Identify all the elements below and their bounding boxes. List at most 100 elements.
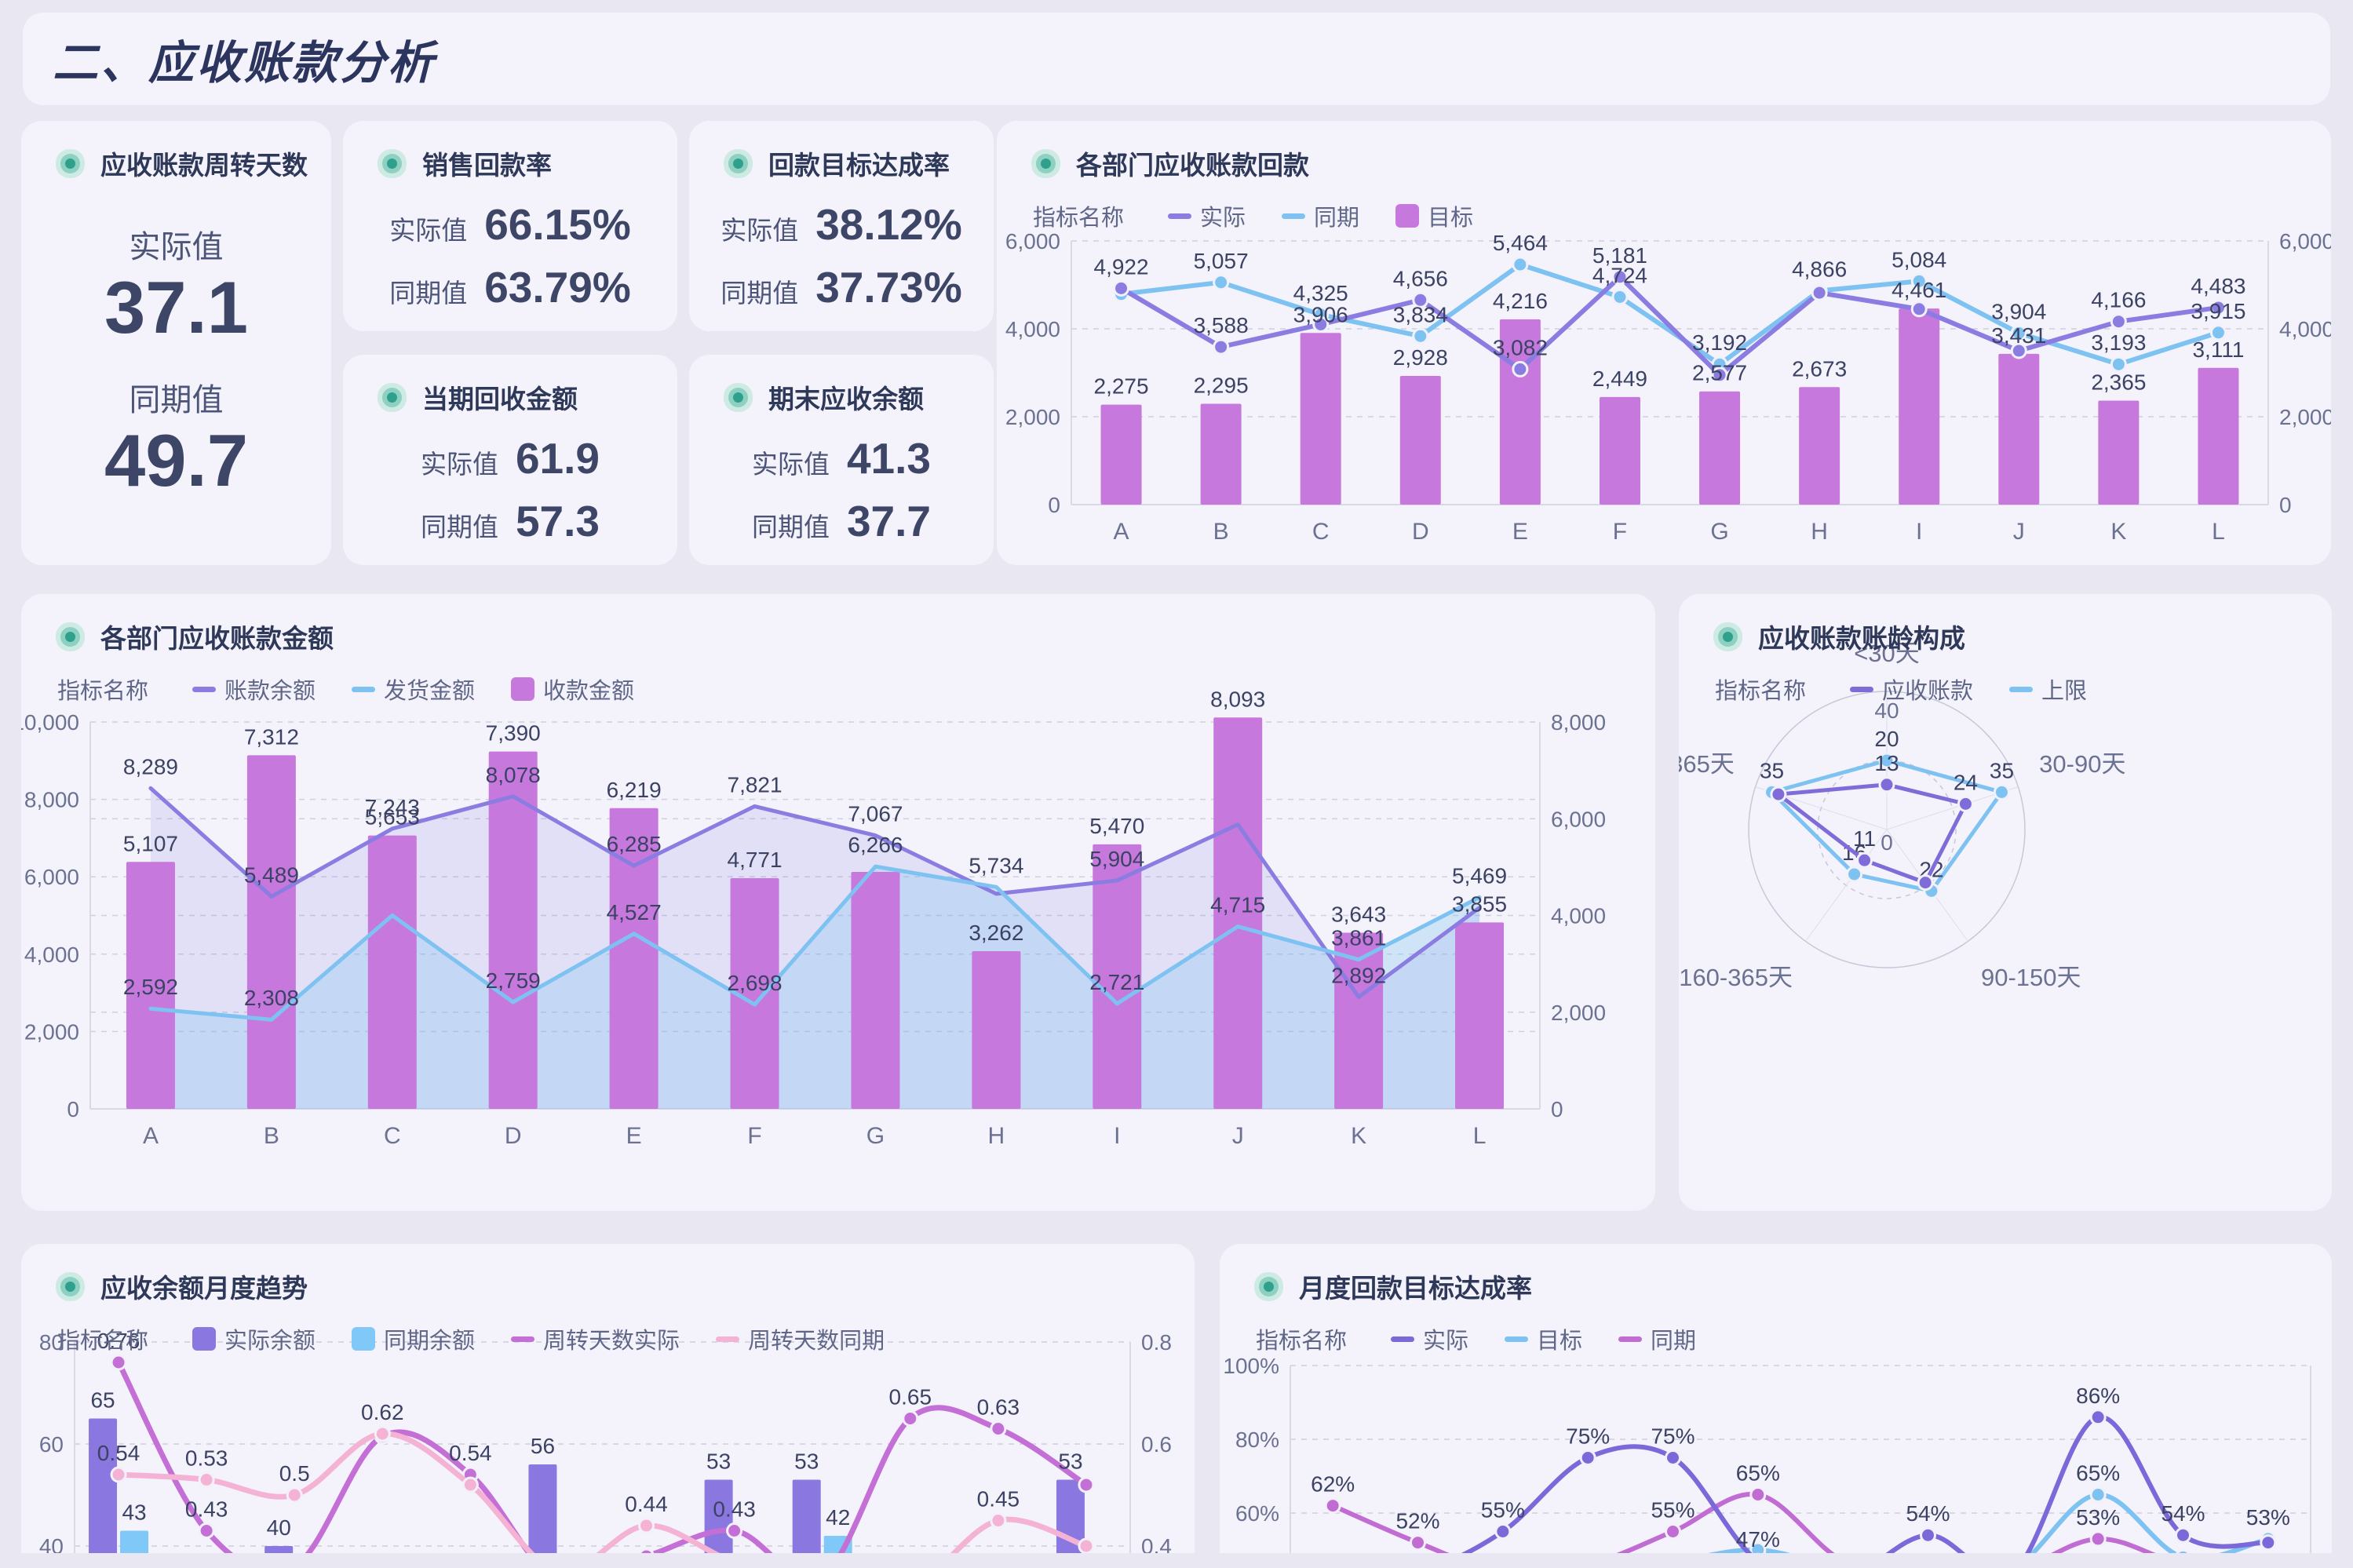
svg-text:0: 0 — [1048, 493, 1060, 517]
page-header: 二、应收账款分析 — [23, 13, 2330, 105]
legend-item-目标[interactable]: 目标 — [1505, 1322, 1582, 1355]
svg-text:54%: 54% — [1906, 1501, 1950, 1526]
legend-item-实际余额[interactable]: 实际余额 — [192, 1322, 316, 1355]
monthly-balance-bar-实际余额 — [792, 1479, 821, 1553]
svg-text:5,734: 5,734 — [969, 853, 1023, 877]
legend-item-发货金额[interactable]: 发货金额 — [352, 673, 475, 706]
kpi-prior-label: 同期值 — [129, 383, 224, 418]
legend-item-实际[interactable]: 实际 — [1391, 1322, 1468, 1355]
kpi-actual-value: 38.12% — [815, 200, 962, 249]
svg-text:0: 0 — [1881, 830, 1893, 855]
svg-text:0.4: 0.4 — [1141, 1534, 1172, 1553]
svg-text:3,906: 3,906 — [1293, 302, 1348, 326]
legend-label: 账款余额 — [224, 679, 316, 704]
svg-text:2,592: 2,592 — [123, 975, 178, 999]
card-head: 期末应收余额 — [724, 378, 924, 416]
svg-text:6,219: 6,219 — [607, 778, 662, 802]
svg-text:2,698: 2,698 — [728, 971, 783, 995]
svg-text:5,653: 5,653 — [365, 805, 420, 830]
kpi-prior-label: 同期值 — [420, 512, 498, 542]
svg-text:3,192: 3,192 — [1692, 330, 1747, 355]
kpi-actual-label: 实际值 — [389, 216, 468, 245]
dept-collection-chart[interactable]: 0 2,000 4,000 6,000 0 2,000 4,000 6,000 2,275 2,2… — [997, 121, 2331, 565]
svg-text:4,771: 4,771 — [728, 848, 783, 872]
dept-amount-line-账款余额 — [148, 786, 1482, 999]
svg-text:3,262: 3,262 — [969, 921, 1023, 945]
svg-text:5,057: 5,057 — [1194, 249, 1249, 273]
monthly-balance-chart[interactable]: 80 60 40 0.8 0.6 0.4 65 40 56 53 53 53 43 42 0.76 0.43 0… — [21, 1244, 1195, 1553]
svg-text:0.65: 0.65 — [889, 1385, 932, 1409]
svg-text:53: 53 — [706, 1449, 731, 1474]
legend-item-同期余额[interactable]: 同期余额 — [352, 1322, 475, 1355]
svg-text:4,715: 4,715 — [1210, 893, 1265, 917]
dept-amount-chart[interactable]: 0 2,000 4,000 6,000 8,000 10,000 0 2,000 4,000 6,… — [21, 594, 1655, 1211]
legend-item-实际[interactable]: 实际 — [1168, 199, 1246, 232]
svg-text:D: D — [1412, 519, 1429, 545]
legend-item-收款金额[interactable]: 收款金额 — [511, 673, 634, 706]
svg-text:4,866: 4,866 — [1792, 257, 1847, 282]
aging-radar-poly-上限 — [1770, 758, 2004, 893]
legend-item-周转天数同期[interactable]: 周转天数同期 — [716, 1322, 885, 1355]
legend-item-账款余额[interactable]: 账款余额 — [192, 673, 316, 706]
dept-collection-line-实际 — [1118, 274, 2221, 377]
dept-collection-bar-目标 — [1998, 353, 2040, 505]
kpi-dot-icon — [1723, 631, 1733, 642]
chart-legend: 指标名称 应收账款 上限 — [1715, 673, 2087, 706]
svg-text:5,107: 5,107 — [123, 831, 178, 855]
legend-swatch — [511, 677, 535, 701]
kpi-dot-icon — [1041, 158, 1051, 169]
svg-text:0: 0 — [67, 1097, 79, 1121]
svg-text:G: G — [866, 1123, 885, 1149]
legend-item-同期[interactable]: 同期 — [1282, 199, 1359, 232]
svg-text:2,721: 2,721 — [1089, 970, 1144, 994]
kpi-card-target-achievement: 回款目标达成率 实际值 38.12% 同期值 37.73% — [689, 121, 994, 331]
chart-card-title: 各部门应收账款金额 — [100, 624, 334, 653]
svg-text:40: 40 — [39, 1534, 64, 1553]
legend-item-周转天数实际[interactable]: 周转天数实际 — [511, 1322, 680, 1355]
legend-label: 收款金额 — [543, 679, 635, 704]
monthly-target-chart[interactable]: 100% 80% 60% 62% 52% 55% 65% 53% 65% 53% 55% 75% 75%… — [1220, 1244, 2332, 1553]
kpi-actual-value: 37.1 — [104, 266, 248, 348]
chart-card-title: 月度回款目标达成率 — [1299, 1274, 1532, 1303]
legend-item-上限[interactable]: 上限 — [2009, 673, 2087, 706]
svg-text:62%: 62% — [1311, 1472, 1355, 1497]
svg-text:0.54: 0.54 — [449, 1441, 492, 1465]
legend-item-同期[interactable]: 同期 — [1618, 1322, 1696, 1355]
svg-text:2,295: 2,295 — [1194, 373, 1249, 397]
svg-text:7,821: 7,821 — [728, 772, 783, 797]
svg-text:4,216: 4,216 — [1493, 289, 1548, 313]
monthly-balance-line-周转天数实际 — [115, 1359, 1089, 1553]
kpi-actual-value: 41.3 — [846, 434, 932, 483]
svg-text:4,325: 4,325 — [1293, 281, 1348, 305]
kpi-dot-icon — [65, 1281, 75, 1292]
legend-swatch — [1850, 686, 1874, 692]
kpi-body: 实际值 38.12% 同期值 37.73% — [689, 199, 994, 312]
kpi-card-title: 期末应收余额 — [768, 385, 924, 414]
svg-text:60: 60 — [39, 1432, 64, 1457]
svg-text:I: I — [1916, 519, 1922, 545]
dept-amount-bar-收款金额 — [367, 835, 417, 1109]
legend-swatch — [1282, 213, 1306, 219]
svg-text:0.44: 0.44 — [625, 1492, 668, 1516]
dept-collection-bar-目标 — [1300, 333, 1341, 505]
svg-text:100%: 100% — [1223, 1354, 1279, 1378]
chart-card-title: 各部门应收账款回款 — [1076, 151, 1309, 180]
aging-radar-chart[interactable]: <30天30-90天90-150天160-365天>365天4002035221… — [1679, 594, 2332, 1211]
svg-text:6,000: 6,000 — [1551, 807, 1606, 831]
kpi-actual-label: 实际值 — [420, 450, 498, 479]
svg-text:2,449: 2,449 — [1592, 366, 1647, 391]
svg-text:7,312: 7,312 — [244, 724, 299, 749]
legend-label: 同期余额 — [384, 1329, 476, 1354]
legend-item-目标[interactable]: 目标 — [1395, 199, 1473, 232]
kpi-dot-icon — [65, 158, 75, 169]
svg-text:H: H — [988, 1123, 1005, 1149]
legend-swatch — [1505, 1336, 1529, 1342]
dept-collection-line-同期 — [1118, 262, 2221, 367]
chart-card-monthly-balance: 应收余额月度趋势 指标名称 实际余额 同期余额 周转天数实际 周转天数同期 80 60 40… — [21, 1244, 1195, 1553]
legend-swatch — [1395, 204, 1420, 228]
svg-text:A: A — [143, 1123, 159, 1149]
svg-text:3,834: 3,834 — [1393, 302, 1448, 326]
legend-item-应收账款[interactable]: 应收账款 — [1850, 673, 1973, 706]
dept-amount-bar-收款金额 — [1455, 922, 1505, 1109]
